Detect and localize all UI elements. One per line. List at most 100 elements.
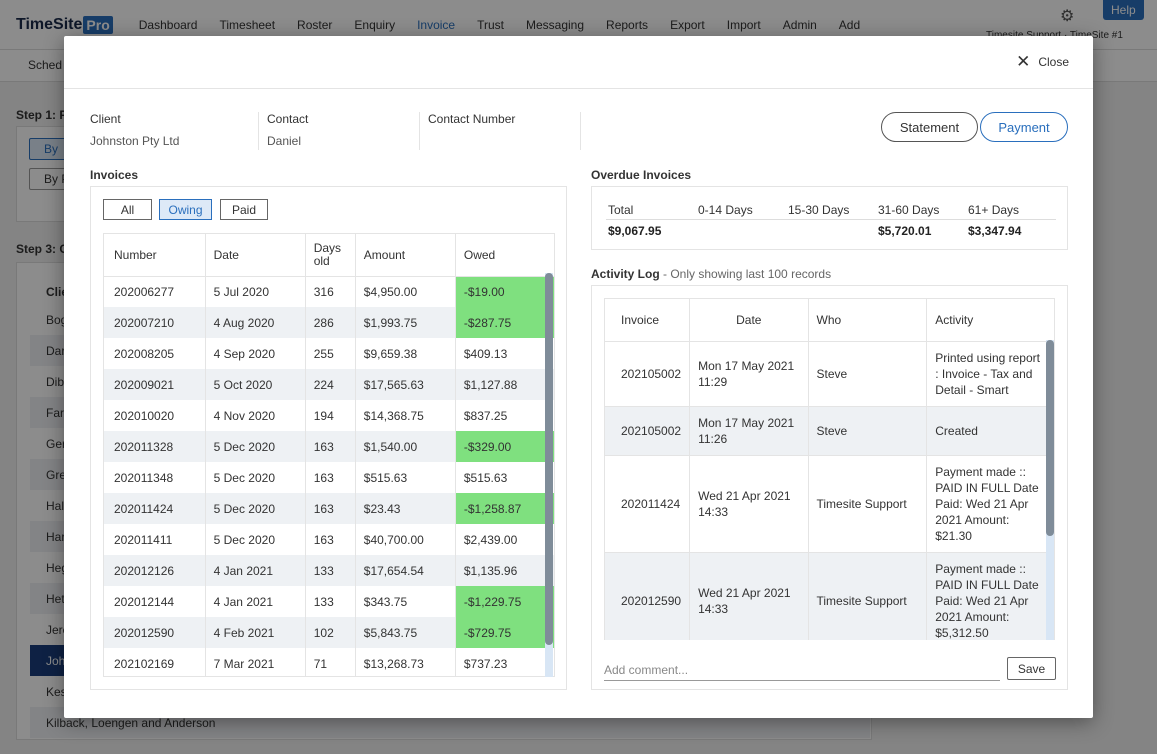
overdue-divider [606,219,1056,220]
invoice-amount-cell: $9,659.38 [355,338,456,369]
col-days-old[interactable]: Days old [305,234,356,277]
filter-paid-button[interactable]: Paid [220,199,268,220]
activity-invoice-cell: 202011424 [605,455,691,553]
invoice-amount-cell: $1,993.75 [355,307,456,338]
client-info: Client Johnston Pty Ltd Contact Daniel C… [90,112,581,150]
nav-item-timesheet[interactable]: Timesheet [219,17,276,32]
save-comment-button[interactable]: Save [1007,657,1056,680]
invoice-row[interactable]: 202006277 5 Jul 2020 316 $4,950.00 -$19.00 [104,276,554,307]
close-button[interactable]: ✕ Close [1016,53,1069,70]
activity-invoice-cell: 202105002 [605,341,691,407]
col-amount[interactable]: Amount [355,234,456,277]
timesite-logo[interactable]: TimeSite Pro [16,15,113,34]
invoice-row[interactable]: 202007210 4 Aug 2020 286 $1,993.75 -$287.75 [104,307,554,338]
invoice-days-cell: 194 [305,400,356,431]
client-list-item[interactable]: Hal [46,499,65,513]
invoice-number-cell: 202011411 [104,524,206,555]
overdue-col-label: 15-30 Days [788,203,850,217]
invoice-owed-cell: $837.25 [455,400,554,431]
user-site-label[interactable]: Timesite Support · TimeSite #1 [986,30,1123,41]
activity-scrollbar[interactable] [1046,340,1054,640]
invoice-row[interactable]: 202009021 5 Oct 2020 224 $17,565.63 $1,127.8… [104,369,554,400]
nav-item-export[interactable]: Export [670,17,705,32]
nav-item-enquiry[interactable]: Enquiry [354,17,396,32]
overdue-col-value: $3,347.94 [968,224,1022,238]
invoice-row[interactable]: 202008205 4 Sep 2020 255 $9,659.38 $409.13 [104,338,554,369]
activity-row[interactable]: 202012590 Wed 21 Apr 2021 14:33 Timesite S… [605,552,1055,640]
overdue-title: Overdue Invoices [591,168,692,182]
activity-row[interactable]: 202105002 Mon 17 May 2021 11:29 Steve Print… [605,341,1055,407]
help-button[interactable]: Help [1103,0,1144,20]
col-number[interactable]: Number [104,234,206,277]
client-list-item[interactable]: Heg [46,561,69,575]
invoice-date-cell: 4 Jan 2021 [205,586,306,617]
invoice-number-cell: 202012590 [104,617,206,648]
payment-button[interactable]: Payment [980,112,1068,142]
invoice-row[interactable]: 202011328 5 Dec 2020 163 $1,540.00 -$329.00 [104,431,554,462]
invoice-row[interactable]: 202012126 4 Jan 2021 133 $17,654.54 $1,135.9… [104,555,554,586]
invoices-table: Number Date Days old Amount Owed 2020062… [104,234,554,676]
gear-icon[interactable]: ⚙ [1060,8,1075,25]
invoice-row[interactable]: 202012590 4 Feb 2021 102 $5,843.75 -$729.75 [104,617,554,648]
col-activity-date[interactable]: Date [689,299,809,342]
invoice-date-cell: 7 Mar 2021 [205,648,306,676]
client-list-item[interactable]: Jere [46,623,70,637]
client-list-item[interactable]: Kes [46,685,67,699]
activity-scrollbar-thumb[interactable] [1046,340,1054,536]
overdue-col-label: Total [608,203,634,217]
nav-item-reports[interactable]: Reports [606,17,649,32]
filter-owing-button[interactable]: Owing [159,199,212,220]
col-invoice[interactable]: Invoice [605,299,691,342]
invoice-amount-cell: $13,268.73 [355,648,456,676]
col-who[interactable]: Who [808,299,928,342]
invoice-row[interactable]: 202011424 5 Dec 2020 163 $23.43 -$1,258.87 [104,493,554,524]
nav-item-roster[interactable]: Roster [297,17,333,32]
nav-item-messaging[interactable]: Messaging [526,17,585,32]
statement-button[interactable]: Statement [881,112,978,142]
invoices-table-viewport: Number Date Days old Amount Owed 2020062… [103,233,555,677]
step1-label: Step 1: Fi [16,108,71,122]
invoice-row[interactable]: 202011348 5 Dec 2020 163 $515.63 $515.63 [104,462,554,493]
nav-item-admin[interactable]: Admin [782,17,817,32]
invoice-amount-cell: $4,950.00 [355,276,456,307]
by-option-button[interactable]: By [29,138,74,160]
invoice-amount-cell: $5,843.75 [355,617,456,648]
client-list-item[interactable]: Bog [46,313,68,327]
nav-item-invoice[interactable]: Invoice [417,17,456,32]
contact-value: Daniel [267,134,302,148]
invoice-days-cell: 255 [305,338,356,369]
overdue-col-value: $5,720.01 [878,224,932,238]
activity-invoice-cell: 202105002 [605,406,691,456]
invoices-scrollbar[interactable] [545,273,553,677]
col-owed[interactable]: Owed [455,234,554,277]
invoice-owed-cell: -$1,258.87 [455,493,554,524]
invoice-owed-cell: -$1,229.75 [455,586,554,617]
add-comment-input[interactable] [604,659,1000,681]
col-date[interactable]: Date [205,234,306,277]
filter-all-button[interactable]: All [103,199,152,220]
client-list-item[interactable]: Dibl [46,375,67,389]
sub-nav-item[interactable]: Sched [28,58,63,72]
invoice-number-cell: 202011348 [104,462,206,493]
invoices-scrollbar-thumb[interactable] [545,273,553,645]
invoice-row[interactable]: 202012144 4 Jan 2021 133 $343.75 -$1,229.75 [104,586,554,617]
col-activity[interactable]: Activity [926,299,1055,342]
nav-item-dashboard[interactable]: Dashboard [138,17,198,32]
nav-item-add[interactable]: Add [838,17,861,32]
invoice-date-cell: 4 Jan 2021 [205,555,306,586]
activity-row[interactable]: 202105002 Mon 17 May 2021 11:26 Steve Creat… [605,406,1055,456]
nav-item-trust[interactable]: Trust [477,17,504,32]
invoice-days-cell: 163 [305,493,356,524]
invoice-number-cell: 202102169 [104,648,206,676]
invoice-row[interactable]: 202010020 4 Nov 2020 194 $14,368.75 $837.25 [104,400,554,431]
nav-item-import[interactable]: Import [726,17,761,32]
client-list-item[interactable]: Ger [46,437,67,451]
invoice-amount-cell: $40,700.00 [355,524,456,555]
invoice-row[interactable]: 202102169 7 Mar 2021 71 $13,268.73 $737.23 [104,648,554,676]
activity-who-cell: Timesite Support [808,455,928,553]
invoice-days-cell: 286 [305,307,356,338]
invoice-date-cell: 5 Jul 2020 [205,276,306,307]
invoice-row[interactable]: 202011411 5 Dec 2020 163 $40,700.00 $2,439.0… [104,524,554,555]
activity-row[interactable]: 202011424 Wed 21 Apr 2021 14:33 Timesite S… [605,455,1055,553]
activity-invoice-cell: 202012590 [605,552,691,640]
